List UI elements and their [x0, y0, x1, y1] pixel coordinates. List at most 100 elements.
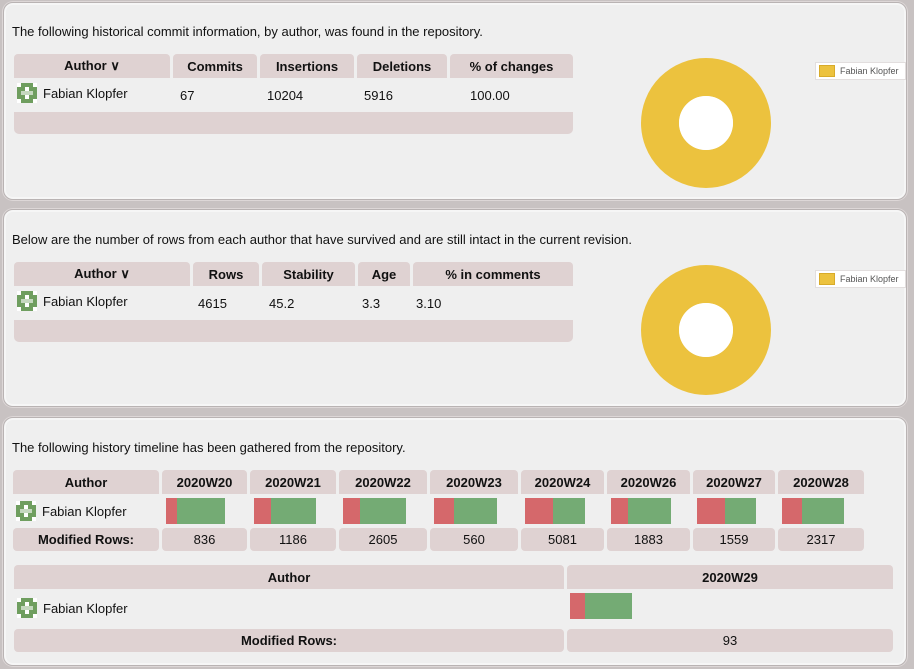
modified-value: 5081	[521, 528, 604, 551]
modified-value: 93	[567, 629, 893, 652]
timeline-bar	[782, 498, 864, 524]
timeline-bar	[570, 593, 893, 619]
timeline-intro: The following history timeline has been …	[12, 440, 406, 455]
commits-donut-chart	[641, 58, 771, 188]
blame-table: Author ∨ Rows Stability Age % in comment…	[11, 262, 576, 342]
timeline-bar	[254, 498, 336, 524]
avatar-icon	[17, 291, 37, 311]
deletions-segment	[254, 498, 271, 524]
col-stability[interactable]: Stability	[262, 262, 355, 286]
insertions-segment	[802, 498, 844, 524]
avatar-icon	[17, 83, 37, 103]
modified-rows: Modified Rows: 93	[14, 629, 893, 652]
author-name: Fabian Klopfer	[43, 85, 128, 101]
avatar-icon	[17, 598, 37, 618]
legend-swatch	[819, 273, 835, 285]
col-week[interactable]: 2020W20	[162, 470, 247, 494]
col-percent[interactable]: % of changes	[450, 54, 573, 78]
deletions-segment	[611, 498, 628, 524]
modified-value: 560	[430, 528, 518, 551]
commits-table: Author ∨ Commits Insertions Deletions % …	[11, 54, 576, 134]
col-week[interactable]: 2020W29	[567, 565, 893, 589]
commits-value: 67	[180, 87, 195, 103]
donut-slice	[641, 265, 771, 395]
commits-legend: Fabian Klopfer	[815, 62, 906, 80]
deletions-segment	[434, 498, 454, 524]
timeline-bar	[343, 498, 427, 524]
timeline-bar	[525, 498, 604, 524]
deletions-value: 5916	[364, 87, 393, 103]
percent-value: 100.00	[470, 87, 510, 103]
deletions-segment	[782, 498, 802, 524]
modified-value: 1883	[607, 528, 690, 551]
table-row: Fabian Klopfer	[13, 494, 864, 528]
avatar-icon	[16, 501, 36, 521]
blame-donut-chart	[641, 265, 771, 395]
timeline-table: Author 2020W20 2020W21 2020W22 2020W23 2020W…	[10, 470, 867, 551]
insertions-segment	[585, 593, 632, 619]
col-rows[interactable]: Rows	[193, 262, 259, 286]
col-author[interactable]: Author ∨	[14, 262, 190, 286]
timeline-bar	[611, 498, 690, 524]
modified-value: 1559	[693, 528, 775, 551]
col-week[interactable]: 2020W24	[521, 470, 604, 494]
timeline-section: The following history timeline has been …	[3, 417, 907, 666]
deletions-segment	[570, 593, 585, 619]
col-deletions[interactable]: Deletions	[357, 54, 447, 78]
legend-label: Fabian Klopfer	[840, 274, 899, 284]
blame-intro: Below are the number of rows from each a…	[12, 232, 632, 247]
insertions-segment	[725, 498, 756, 524]
col-insertions[interactable]: Insertions	[260, 54, 354, 78]
legend-swatch	[819, 65, 835, 77]
col-week[interactable]: 2020W26	[607, 470, 690, 494]
timeline-bar	[697, 498, 775, 524]
col-week[interactable]: 2020W23	[430, 470, 518, 494]
deletions-segment	[697, 498, 725, 524]
deletions-segment	[343, 498, 360, 524]
modified-value: 2605	[339, 528, 427, 551]
blame-legend: Fabian Klopfer	[815, 270, 906, 288]
timeline-table-2: Author 2020W29 Fabian Klopfer	[11, 565, 896, 652]
legend-label: Fabian Klopfer	[840, 66, 899, 76]
comments-value: 3.10	[416, 295, 442, 311]
author-name: Fabian Klopfer	[42, 503, 127, 519]
insertions-segment	[271, 498, 316, 524]
modified-value: 1186	[250, 528, 336, 551]
table-footer	[14, 320, 573, 342]
col-week[interactable]: 2020W21	[250, 470, 336, 494]
col-week[interactable]: 2020W28	[778, 470, 864, 494]
timeline-bar	[166, 498, 247, 524]
insertions-segment	[628, 498, 671, 524]
modified-rows: Modified Rows: 836 1186 2605 560 5081 1883 155…	[13, 528, 864, 551]
insertions-segment	[553, 498, 585, 524]
age-value: 3.3	[362, 295, 381, 311]
timeline-bar	[434, 498, 518, 524]
donut-slice	[641, 58, 771, 188]
col-week[interactable]: 2020W27	[693, 470, 775, 494]
deletions-segment	[525, 498, 553, 524]
col-week[interactable]: 2020W22	[339, 470, 427, 494]
modified-value: 836	[162, 528, 247, 551]
col-commits[interactable]: Commits	[173, 54, 257, 78]
deletions-segment	[166, 498, 177, 524]
col-comments[interactable]: % in comments	[413, 262, 573, 286]
col-author[interactable]: Author ∨	[14, 54, 170, 78]
insertions-segment	[454, 498, 497, 524]
table-row: Fabian Klopfer 67 10204 5916 100.00	[14, 78, 573, 112]
author-name: Fabian Klopfer	[43, 600, 128, 616]
insertions-segment	[177, 498, 225, 524]
col-author[interactable]: Author	[14, 565, 564, 589]
modified-value: 2317	[778, 528, 864, 551]
modified-label: Modified Rows:	[13, 528, 159, 551]
commits-section: The following historical commit informat…	[3, 2, 907, 200]
modified-label: Modified Rows:	[14, 629, 564, 652]
commits-intro: The following historical commit informat…	[12, 24, 483, 39]
table-row: Fabian Klopfer	[14, 589, 893, 629]
table-row: Fabian Klopfer 4615 45.2 3.3 3.10	[14, 286, 573, 320]
insertions-segment	[360, 498, 406, 524]
table-footer	[14, 112, 573, 134]
col-age[interactable]: Age	[358, 262, 410, 286]
blame-section: Below are the number of rows from each a…	[3, 209, 907, 407]
rows-value: 4615	[198, 295, 227, 311]
col-author[interactable]: Author	[13, 470, 159, 494]
